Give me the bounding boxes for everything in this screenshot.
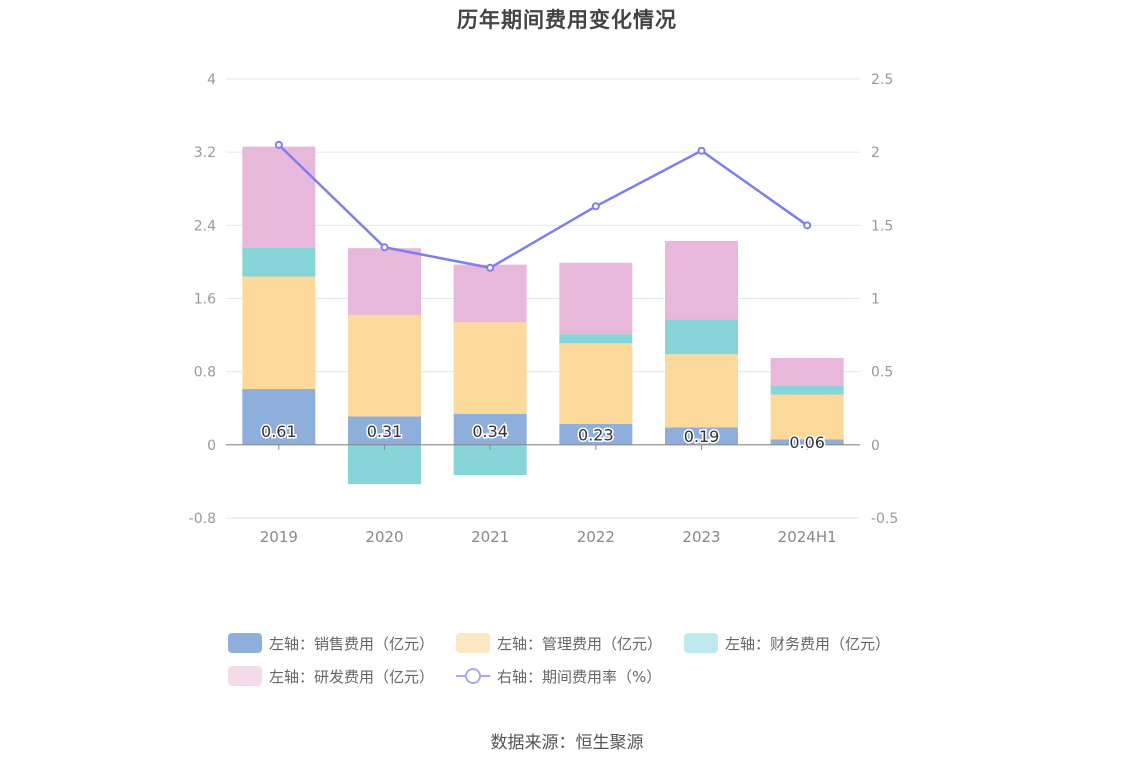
legend-swatch-finance	[684, 633, 719, 653]
legend-label-expense-ratio: 右轴：期间费用率（%）	[497, 667, 662, 686]
x-axis-category-label: 2023	[682, 528, 720, 546]
bar-segment[interactable]	[242, 276, 316, 390]
expense-ratio-point[interactable]	[697, 146, 706, 155]
left-axis-tick-label: 3.2	[194, 145, 216, 161]
expense-ratio-point[interactable]	[274, 140, 283, 149]
bar-data-label: 0.06	[789, 433, 825, 452]
bar-segment[interactable]	[348, 314, 421, 417]
left-axis-tick-label: 1.6	[194, 292, 216, 308]
bar-segment[interactable]	[559, 343, 633, 424]
bar-data-label: 0.61	[261, 422, 297, 441]
right-axis-tick-label: 0.5	[871, 365, 893, 381]
bar-segment[interactable]	[770, 357, 844, 386]
bar-segment[interactable]	[453, 264, 527, 323]
bar-data-label: 0.31	[367, 422, 403, 441]
bar-data-label: 0.34	[472, 422, 508, 441]
left-axis-tick-label: 0.8	[194, 365, 216, 381]
legend-item-admin[interactable]: 左轴：管理费用（亿元）	[456, 633, 662, 654]
legend-label-rd: 左轴：研发费用（亿元）	[269, 667, 435, 686]
right-axis-tick-label: 1	[871, 292, 880, 308]
bar-segment[interactable]	[453, 413, 527, 445]
x-axis-category-label: 2024H1	[778, 528, 837, 546]
x-axis-category-label: 2021	[471, 528, 509, 546]
legend-swatch-sales	[228, 633, 262, 653]
bar-segment[interactable]	[665, 354, 738, 428]
legend-label-finance: 左轴：财务费用（亿元）	[725, 634, 891, 653]
bar-segment[interactable]	[453, 322, 527, 414]
bar-segment[interactable]	[348, 416, 421, 445]
legend-swatch-expense-ratio	[456, 666, 491, 686]
bar-segment[interactable]	[348, 248, 421, 315]
bar-segment[interactable]	[559, 262, 633, 335]
right-axis-tick-label: -0.5	[871, 511, 898, 527]
legend-swatch-rd	[228, 666, 262, 686]
x-axis-category-label: 2022	[577, 528, 615, 546]
bar-segment[interactable]	[665, 319, 738, 355]
legend-item-expense-ratio[interactable]: 右轴：期间费用率（%）	[456, 666, 661, 687]
x-axis-category-label: 2019	[260, 528, 298, 546]
bar-data-label: 0.23	[578, 425, 614, 444]
chart-legend: 左轴：销售费用（亿元） 左轴：管理费用（亿元） 左轴：财务费用（亿元） 左轴：研…	[228, 630, 928, 696]
bar-segment[interactable]	[242, 146, 316, 248]
bar-segment[interactable]	[770, 385, 844, 395]
bar-segment[interactable]	[242, 389, 316, 445]
left-axis-tick-label: -0.8	[189, 511, 216, 527]
expense-ratio-point[interactable]	[380, 243, 389, 252]
bar-segment[interactable]	[559, 423, 633, 445]
right-axis-tick-label: 2	[871, 145, 880, 161]
bar-segment[interactable]	[770, 394, 844, 440]
legend-item-sales[interactable]: 左轴：销售费用（亿元）	[228, 633, 434, 654]
chart-title: 历年期间费用变化情况	[457, 8, 677, 32]
expense-ratio-point[interactable]	[486, 263, 495, 272]
right-axis-tick-label: 1.5	[871, 218, 893, 234]
legend-label-sales: 左轴：销售费用（亿元）	[269, 634, 435, 653]
legend-item-finance[interactable]: 左轴：财务费用（亿元）	[684, 633, 890, 654]
bar-segment[interactable]	[665, 240, 738, 320]
data-source: 数据来源：恒生聚源	[490, 733, 644, 753]
right-axis-tick-label: 0	[871, 438, 880, 454]
legend-item-rd[interactable]: 左轴：研发费用（亿元）	[228, 666, 434, 687]
bar-segment[interactable]	[665, 427, 738, 445]
left-axis-tick-label: 4	[207, 72, 216, 88]
legend-swatch-admin	[456, 633, 491, 653]
chart-canvas: -0.8 0 0.8 1.6 2.4 3.2 4 -0.5 0 0.5 1 1.5 2 2.5 0.61 0.…	[189, 72, 899, 546]
expense-ratio-line	[277, 143, 808, 270]
bar-segment[interactable]	[242, 247, 316, 277]
bar-data-label: 0.19	[684, 427, 720, 446]
x-axis-category-label: 2020	[365, 528, 403, 546]
left-axis-tick-label: 0	[207, 438, 216, 454]
expense-ratio-point[interactable]	[803, 221, 812, 230]
right-axis-tick-label: 2.5	[871, 72, 893, 88]
bar-segment[interactable]	[453, 444, 527, 476]
bar-segment[interactable]	[770, 439, 844, 445]
bar-segment[interactable]	[348, 444, 421, 485]
expense-ratio-point[interactable]	[591, 202, 600, 211]
left-axis-tick-label: 2.4	[194, 218, 216, 234]
bar-segment[interactable]	[559, 334, 633, 344]
legend-label-admin: 左轴：管理费用（亿元）	[497, 634, 663, 653]
